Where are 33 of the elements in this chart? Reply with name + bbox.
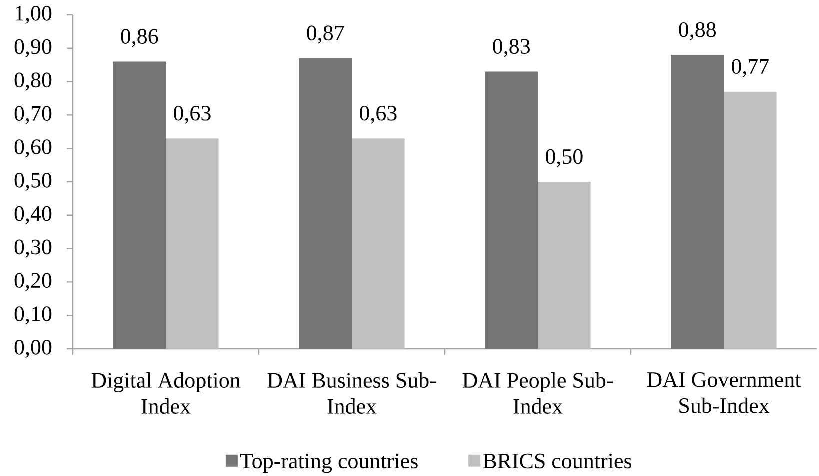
x-tick-label: DAI Government Sub-Index [647, 372, 802, 414]
y-tick-label: 0,00 [14, 340, 52, 358]
bar [352, 138, 405, 349]
y-tick-label: 0,40 [14, 206, 52, 224]
x-tick-label: Digital Adoption Index [92, 372, 241, 414]
y-tick-label: 0,30 [14, 240, 52, 258]
bar [299, 58, 352, 349]
data-label: 0,88 [679, 22, 716, 40]
data-label: 0,63 [360, 106, 397, 124]
x-tick-label: DAI Business Sub-Index [268, 372, 436, 414]
y-tick-label: 0,50 [14, 172, 52, 192]
bar [485, 72, 538, 349]
y-tick-label: 0,60 [14, 140, 52, 158]
bar [113, 62, 166, 349]
data-label: 0,63 [174, 106, 211, 124]
data-label: 0,86 [121, 29, 158, 48]
bar [724, 92, 777, 349]
y-tick-label: 0,90 [14, 39, 52, 58]
data-label: 0,77 [732, 59, 770, 78]
data-label: 0,50 [546, 149, 583, 168]
legend-label: BRICS countries [483, 454, 632, 469]
y-tick-label: 0,20 [14, 273, 52, 292]
bar [166, 138, 219, 349]
y-tick-label: 0,10 [14, 306, 52, 325]
bar [538, 182, 591, 349]
data-label: 0,87 [307, 26, 344, 44]
x-tick-label: DAI People Sub-Index [462, 372, 613, 414]
bar [671, 55, 724, 349]
y-tick-label: 1,00 [16, 6, 52, 24]
legend-label: Top-rating countries [240, 454, 418, 474]
y-tick-label: 0,80 [14, 72, 52, 91]
y-tick-label: 0,70 [14, 106, 52, 124]
data-label: 0,83 [493, 39, 530, 58]
